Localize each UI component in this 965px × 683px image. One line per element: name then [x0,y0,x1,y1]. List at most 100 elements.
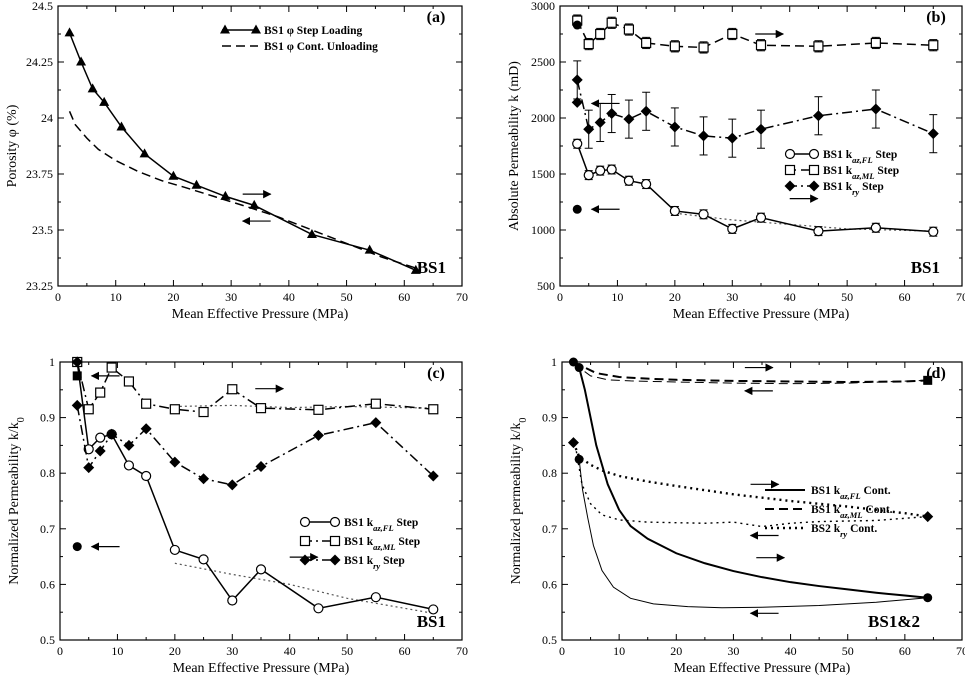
tick-group: 0 10 20 30 40 50 60 70 23.25 23.5 23.75 24 24.25 24.5 [26,0,468,304]
y-tick-label: 2000 [531,111,555,125]
x-tick-label: 50 [842,644,854,658]
legend: BS1 kaz,FL Cont.BS1 kaz,ML Cont. BS2 kry … [765,485,893,539]
data-point [64,27,75,37]
legend-label-base: BS1 k [811,485,841,497]
x-tick-label: 20 [167,290,179,304]
series-line [68,32,417,272]
y-tick-label: 500 [537,279,555,293]
data-point [928,40,939,51]
series-line [572,442,928,518]
series-1 [68,110,417,269]
x-tick-label: 40 [784,290,796,304]
y-tick-label: 0.6 [542,577,557,591]
data-point [249,199,260,209]
isolated-point [923,375,933,385]
x-tick-label: 40 [283,290,295,304]
data-point [669,205,680,217]
legend-label-sub: az,ML [373,542,395,552]
legend-marker [299,554,311,566]
panel-d-normalized-permeability-continuous: 0 10 20 30 40 50 60 70 0.5 0.6 0.7 0.8 0.9 1 Mean Effe… [509,355,965,676]
legend-marker [299,516,311,528]
legend-label-tail: Cont. [863,504,893,516]
data-point [755,212,767,223]
legend-label-tail: Step [380,555,405,567]
x-tick-label: 50 [341,290,353,304]
data-point [220,190,231,200]
legend-label: BS2 kry Cont. [811,523,877,539]
x-tick-label: 30 [226,644,238,658]
data-point [726,132,738,144]
legend-marker [329,554,341,566]
x-tick-label: 20 [669,290,681,304]
data-point [106,362,117,373]
tick-group: 0 10 20 30 40 50 60 70 0.5 0.6 0.7 0.8 0.9 1 [40,355,468,658]
data-point [870,37,881,49]
y-tick-label: 0.7 [40,522,55,536]
legend-marker [329,535,341,547]
panel-corner-label: BS1&2 [868,612,920,631]
data-point [255,403,267,414]
data-point [606,17,617,28]
y-tick-label: 23.75 [26,167,53,181]
data-point [123,460,135,471]
isolated-point [572,20,582,30]
y-tick-label: 0.7 [542,522,557,536]
data-point [583,123,595,135]
data-point [928,226,939,237]
y-axis-label: Absolute Permeability k (mD) [507,61,522,231]
panel-corner-label: BS1 [417,612,446,631]
data-point [198,554,209,565]
tick-group: 0 10 20 30 40 50 60 70 0.5 0.6 0.7 0.8 0.9 1 [542,355,965,658]
data-point [169,404,180,415]
legend-label: BS1 kaz,FL Step [823,149,897,165]
x-tick-label: 50 [341,644,353,658]
legend-marker [299,535,311,547]
legend: BS1 φ Step Loading BS1 φ Cont. Unloading [220,24,378,53]
y-tick-label: 24 [41,111,53,125]
data-point [623,24,635,35]
x-tick-label: 10 [613,644,625,658]
y-tick-label: 1 [49,355,55,369]
panel-tag: (b) [926,9,946,26]
trend-line [174,562,434,614]
y-tick-label: 0.9 [40,411,55,425]
legend-label: BS1 kaz,ML Cont. [811,504,893,520]
data-point [669,121,681,133]
series-2 [571,60,939,158]
isolated-point [568,357,578,367]
data-point [669,41,680,52]
data-point [191,179,202,189]
x-tick-label: 60 [398,290,410,304]
y-axis-label-main: Normalized Permeability k/k [7,422,22,585]
data-point [169,456,181,468]
data-point [168,170,179,180]
series-line [68,110,417,269]
x-tick-label: 50 [841,290,853,304]
isolated-point [572,204,582,214]
legend-label-base: BS2 k [811,523,841,535]
data-point [123,376,135,387]
data-point [306,228,317,238]
data-point [727,28,738,40]
data-point [595,165,606,176]
data-point [312,429,324,441]
data-point [594,116,606,128]
panel-c-normalized-permeability: 0 10 20 30 40 50 60 70 0.5 0.6 0.7 0.8 0.9 1 Mean Effe… [7,355,468,676]
plot-frame [57,5,463,287]
data-point [87,83,98,93]
legend-label-base: BS1 k [823,149,853,161]
x-tick-label: 20 [670,644,682,658]
data-point [641,37,652,49]
data-point [94,445,106,457]
legend-label-sub: az,FL [840,491,861,501]
data-point [571,74,583,86]
data-point [139,148,150,158]
series-0 [572,361,928,599]
data-point [140,423,152,435]
unloading-curve [578,459,928,609]
data-point [606,108,618,120]
x-tick-label: 60 [899,644,911,658]
data-point [99,96,110,106]
x-axis-label: Mean Effective Pressure (MPa) [673,307,850,322]
